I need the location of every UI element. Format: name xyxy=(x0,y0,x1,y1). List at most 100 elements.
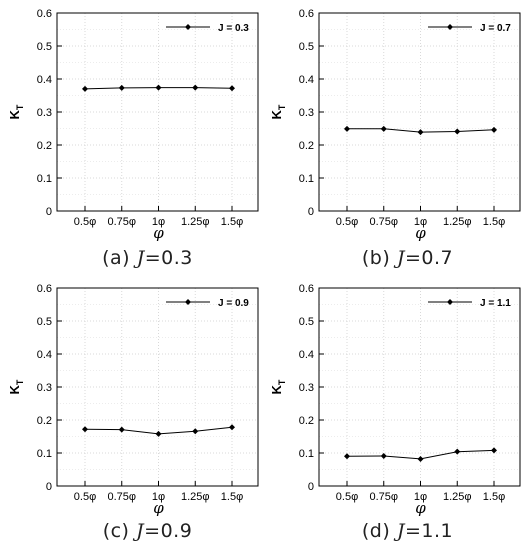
y-axis-label: KT xyxy=(269,379,287,394)
y-tick-label: 0.4 xyxy=(299,74,314,86)
y-axis-label-sub: T xyxy=(277,379,287,385)
chart-panel-c: 0 0.1 0.2 0.3 0.4 0.5 0.6 0.5φ 0.75φ 1φ 1.25φ 1.5φ φ… xyxy=(7,283,259,517)
x-tick-label: 1φ xyxy=(414,491,427,503)
legend-label: J = 1.1 xyxy=(480,298,511,309)
y-tick-label: 0.1 xyxy=(37,173,52,185)
x-axis-label: φ xyxy=(415,224,426,242)
data-point xyxy=(454,128,461,135)
y-tick-label: 0 xyxy=(308,481,314,493)
chart-panel-a: 0 0.1 0.2 0.3 0.4 0.5 0.6 0.5φ 0.75φ 1φ 1.25φ 1.5φ φ… xyxy=(7,8,259,242)
caption-var: J xyxy=(396,520,405,542)
grid xyxy=(319,13,520,211)
legend-label: J = 0.7 xyxy=(480,23,511,34)
x-tick-label: 1φ xyxy=(414,216,427,228)
x-tick-label: 1.25φ xyxy=(443,491,472,503)
y-axis-label-sub: T xyxy=(277,104,287,110)
x-tick-label: 0.5φ xyxy=(336,491,358,503)
y-axis-label: KT xyxy=(269,104,287,119)
data-point xyxy=(155,430,162,437)
data-point xyxy=(491,447,497,454)
legend-marker xyxy=(447,24,453,30)
grid xyxy=(57,13,258,211)
data-point xyxy=(229,424,235,431)
y-tick-label: 0.2 xyxy=(37,140,52,152)
legend-marker xyxy=(185,24,191,30)
x-tick-label: 0.75φ xyxy=(369,216,398,228)
data-point xyxy=(192,84,199,91)
y-axis-label-main: K xyxy=(7,109,22,119)
caption-b: (b) J=0.7 xyxy=(275,247,530,269)
y-tick-label: 0.1 xyxy=(37,448,52,460)
grid xyxy=(57,288,258,486)
y-tick-label: 0.4 xyxy=(37,74,52,86)
data-point xyxy=(155,84,162,91)
y-tick-label: 0.6 xyxy=(37,8,52,20)
caption-d: (d) J=1.1 xyxy=(275,520,530,542)
y-tick-label: 0.1 xyxy=(299,448,314,460)
caption-var: J xyxy=(136,247,145,269)
caption-label: (a) xyxy=(102,247,131,269)
data-point xyxy=(229,85,235,92)
caption-value: =0.7 xyxy=(404,247,454,269)
caption-value: =1.1 xyxy=(404,520,454,542)
data-point xyxy=(417,129,424,136)
y-tick-label: 0.5 xyxy=(37,316,52,328)
x-tick-label: 1.25φ xyxy=(181,216,210,228)
chart-panel-b: 0 0.1 0.2 0.3 0.4 0.5 0.6 0.5φ 0.75φ 1φ 1.25φ 1.5φ φ… xyxy=(269,8,521,242)
y-tick-label: 0 xyxy=(46,206,52,218)
x-tick-label: 1.5φ xyxy=(221,491,243,503)
data-point xyxy=(118,426,125,433)
caption-a: (a) J=0.3 xyxy=(15,247,280,269)
data-point xyxy=(417,455,424,462)
x-tick-label: 1φ xyxy=(152,491,165,503)
x-tick-label: 0.5φ xyxy=(336,216,358,228)
caption-c: (c) J=0.9 xyxy=(15,520,280,542)
x-tick-label: 1.5φ xyxy=(221,216,243,228)
y-tick-label: 0.4 xyxy=(299,349,314,361)
y-tick-label: 0.2 xyxy=(299,140,314,152)
caption-value: =0.3 xyxy=(144,247,193,269)
data-point xyxy=(380,452,387,459)
x-tick-label: 0.75φ xyxy=(107,216,136,228)
y-tick-label: 0.3 xyxy=(299,382,314,394)
y-tick-label: 0.2 xyxy=(37,415,52,427)
x-tick-label: 0.5φ xyxy=(74,216,96,228)
y-axis-label: KT xyxy=(7,379,25,394)
data-point xyxy=(82,85,88,92)
y-tick-label: 0.3 xyxy=(37,382,52,394)
legend-label: J = 0.3 xyxy=(218,23,249,34)
x-tick-label: 1φ xyxy=(152,216,165,228)
y-axis-label-sub: T xyxy=(15,379,25,385)
caption-label: (d) xyxy=(361,520,391,542)
data-point xyxy=(344,125,350,132)
y-tick-label: 0.5 xyxy=(299,41,314,53)
y-axis-label-main: K xyxy=(7,384,22,394)
x-axis-label: φ xyxy=(153,499,164,517)
caption-label: (c) xyxy=(102,520,130,542)
y-tick-label: 0.5 xyxy=(37,41,52,53)
caption-var: J xyxy=(396,247,405,269)
x-axis-label: φ xyxy=(415,499,426,517)
y-tick-label: 0.2 xyxy=(299,415,314,427)
data-point xyxy=(344,453,350,460)
data-point xyxy=(192,428,199,435)
y-tick-label: 0.3 xyxy=(299,107,314,119)
x-tick-label: 0.5φ xyxy=(74,491,96,503)
y-tick-label: 0.3 xyxy=(37,107,52,119)
y-tick-label: 0.6 xyxy=(299,8,314,20)
y-tick-label: 0.6 xyxy=(37,283,52,295)
y-tick-label: 0 xyxy=(46,481,52,493)
y-tick-label: 0.4 xyxy=(37,349,52,361)
data-point xyxy=(118,84,125,91)
x-tick-label: 1.25φ xyxy=(181,491,210,503)
caption-value: =0.9 xyxy=(144,520,193,542)
x-tick-label: 1.25φ xyxy=(443,216,472,228)
y-axis-label-sub: T xyxy=(15,104,25,110)
y-tick-label: 0 xyxy=(308,206,314,218)
data-point xyxy=(82,426,88,433)
x-tick-label: 0.75φ xyxy=(107,491,136,503)
x-tick-label: 1.5φ xyxy=(483,491,505,503)
x-tick-label: 1.5φ xyxy=(483,216,505,228)
x-axis-label: φ xyxy=(153,224,164,242)
